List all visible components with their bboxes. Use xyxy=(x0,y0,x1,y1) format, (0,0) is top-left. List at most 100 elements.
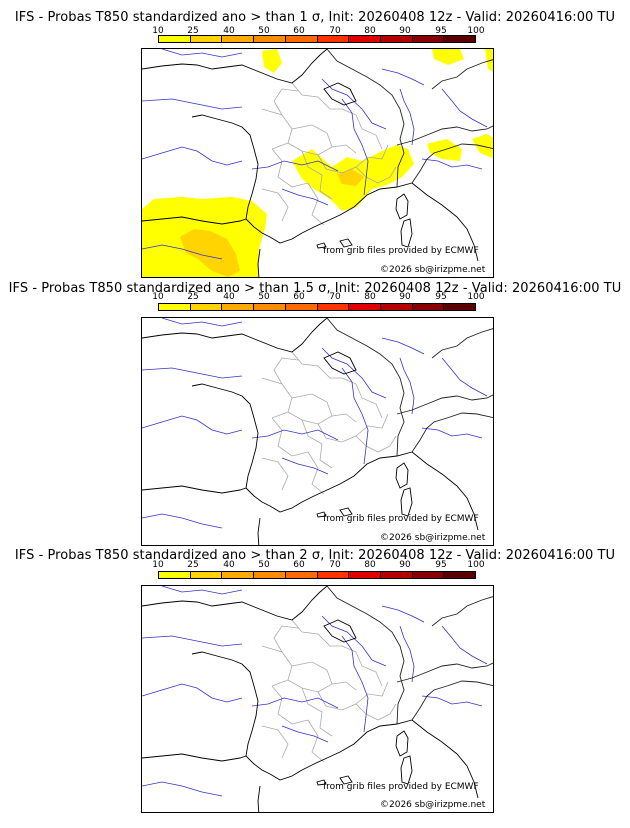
colorbar-tick: 25 xyxy=(187,292,199,302)
river-line xyxy=(161,318,243,327)
colorbar-swatch xyxy=(254,304,286,310)
colorbar-swatch xyxy=(317,572,350,578)
colorbar-swatch xyxy=(222,304,255,310)
department-border xyxy=(291,661,333,693)
colorbar-tick: 50 xyxy=(258,560,270,570)
coast-border-line xyxy=(316,511,327,518)
coast-border-line xyxy=(411,182,479,262)
river-line xyxy=(381,605,425,623)
river-line xyxy=(321,78,387,130)
colorbar-swatch xyxy=(444,36,476,42)
colorbar-tick: 80 xyxy=(364,292,376,302)
department-border xyxy=(301,150,333,200)
coast-border-line xyxy=(245,487,303,513)
colorbar-swatch xyxy=(349,36,381,42)
river-line xyxy=(421,158,483,170)
colorbar-tick: 60 xyxy=(293,26,305,36)
coast-border-line xyxy=(257,517,261,545)
river-line xyxy=(142,415,243,435)
colorbar xyxy=(158,303,476,311)
river-line xyxy=(441,625,488,665)
department-border xyxy=(331,413,357,423)
river-line xyxy=(281,188,329,206)
coast-border-line xyxy=(142,318,328,353)
colorbar-tick: 10 xyxy=(152,560,164,570)
coast-border-line xyxy=(400,755,413,785)
department-border xyxy=(273,357,299,385)
coast-border-line xyxy=(396,125,493,146)
river-line xyxy=(399,88,415,146)
coast-border-line xyxy=(400,218,413,248)
department-border xyxy=(291,82,342,110)
department-border xyxy=(307,719,325,763)
colorbar xyxy=(158,35,476,43)
department-border xyxy=(261,108,293,150)
department-border xyxy=(291,393,333,425)
river-line xyxy=(341,367,369,465)
department-border xyxy=(317,154,367,178)
colorbar-tick: 50 xyxy=(258,26,270,36)
department-border xyxy=(307,451,325,495)
department-border xyxy=(355,144,389,168)
colorbar-tick: 100 xyxy=(467,26,485,36)
colorbar-tick: 100 xyxy=(467,560,485,570)
river-line xyxy=(251,697,339,709)
colorbar-tick: 10 xyxy=(152,26,164,36)
river-line xyxy=(142,98,243,110)
river-line xyxy=(142,367,243,379)
colorbar-labels: 10 25 40 50 60 70 80 90 95 100 xyxy=(152,292,484,302)
colorbar-swatch xyxy=(222,36,255,42)
river-line xyxy=(441,357,488,397)
colorbar-swatch xyxy=(380,36,413,42)
probability-shading xyxy=(142,49,493,277)
base-map xyxy=(142,586,493,812)
panel-title: IFS - Probas T850 standardized ano > tha… xyxy=(14,548,616,563)
source-credit: from grib files provided by ECMWF xyxy=(323,246,479,256)
colorbar-swatch xyxy=(380,572,413,578)
department-border xyxy=(261,377,293,419)
coast-border-line xyxy=(245,218,303,244)
river-line xyxy=(421,695,483,707)
colorbar-swatch xyxy=(285,304,318,310)
river-line xyxy=(281,725,329,743)
colorbar-swatch xyxy=(159,304,191,310)
coast-border-line xyxy=(411,719,479,799)
source-credit: from grib files provided by ECMWF xyxy=(323,782,479,792)
base-map xyxy=(142,318,493,545)
coast-border-line xyxy=(245,755,303,781)
colorbar-tick: 25 xyxy=(187,560,199,570)
department-border xyxy=(271,685,309,725)
coast-border-line xyxy=(142,216,247,225)
coast-border-line xyxy=(142,586,328,621)
department-border xyxy=(317,423,367,447)
coast-border-line xyxy=(326,318,405,457)
coast-border-line xyxy=(411,680,493,721)
department-border xyxy=(291,351,342,379)
department-border xyxy=(365,703,397,721)
coast-border-line xyxy=(411,143,493,184)
river-line xyxy=(161,49,243,58)
coast-border-line xyxy=(257,785,261,812)
coast-border-line xyxy=(191,114,259,220)
map-1sigma xyxy=(142,49,493,277)
river-line xyxy=(142,635,243,647)
department-border xyxy=(291,124,333,156)
department-border xyxy=(341,377,383,419)
copyright: ©2026 sb@irizpme.net xyxy=(380,265,486,275)
department-border xyxy=(301,687,333,737)
department-border xyxy=(261,725,289,759)
coast-border-line xyxy=(339,507,353,517)
department-border xyxy=(317,691,367,715)
coast-border-line xyxy=(395,730,409,757)
colorbar-swatch xyxy=(444,572,476,578)
department-border xyxy=(287,411,303,421)
river-line xyxy=(399,357,415,415)
colorbar-swatch xyxy=(254,36,286,42)
river-line xyxy=(321,347,387,399)
copyright: ©2026 sb@irizpme.net xyxy=(380,800,486,810)
source-credit: from grib files provided by ECMWF xyxy=(323,514,479,524)
river-line xyxy=(142,244,223,260)
colorbar-swatch xyxy=(349,304,381,310)
coast-border-line xyxy=(323,351,357,375)
coast-border-line xyxy=(191,383,259,489)
